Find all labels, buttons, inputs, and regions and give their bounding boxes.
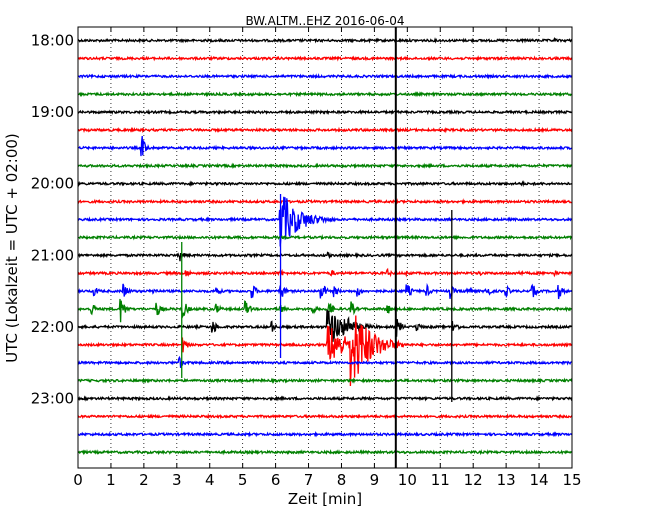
event-spikes xyxy=(181,27,453,468)
x-tick-label: 15 xyxy=(562,471,581,489)
trace-line xyxy=(77,108,573,116)
y-tick-label: 18:00 xyxy=(31,32,74,50)
trace-line xyxy=(77,196,573,247)
x-axis-ticks: 0 1 2 3 4 5 6 7 8 9 10 11 12 13 14 15 xyxy=(73,27,582,489)
trace-line xyxy=(77,162,573,169)
y-tick-label: 19:00 xyxy=(31,103,74,121)
x-tick-label: 2 xyxy=(139,471,149,489)
y-axis-label: UTC (Lokalzeit = UTC + 02:00) xyxy=(3,133,21,363)
trace-line xyxy=(77,233,572,241)
y-axis-ticks: 18:00 19:00 20:00 21:00 22:00 23:00 xyxy=(31,32,83,408)
trace-line xyxy=(77,55,573,62)
trace-line xyxy=(77,126,573,134)
x-tick-label: 0 xyxy=(73,471,83,489)
grid-lines xyxy=(110,27,540,468)
plot-frame xyxy=(77,26,573,469)
trace-line xyxy=(77,180,572,188)
trace-line xyxy=(77,395,573,402)
trace-line xyxy=(77,413,573,420)
trace-line xyxy=(77,198,572,205)
x-tick-label: 5 xyxy=(238,471,248,489)
trace-line xyxy=(77,251,573,262)
y-tick-label: 20:00 xyxy=(31,175,74,193)
x-tick-label: 4 xyxy=(205,471,215,489)
y-tick-label: 23:00 xyxy=(31,390,74,408)
trace-line xyxy=(77,298,573,323)
x-tick-label: 1 xyxy=(106,471,116,489)
y-tick-label: 22:00 xyxy=(31,318,74,336)
trace-line xyxy=(77,73,573,80)
trace-line xyxy=(77,377,573,384)
x-tick-label: 8 xyxy=(337,471,347,489)
trace-line xyxy=(77,315,573,387)
x-tick-label: 11 xyxy=(431,471,450,489)
x-tick-label: 13 xyxy=(497,471,516,489)
trace-line xyxy=(77,448,572,456)
x-tick-label: 9 xyxy=(370,471,380,489)
trace-line xyxy=(77,135,572,157)
y-tick-label: 21:00 xyxy=(31,246,74,264)
x-tick-label: 14 xyxy=(530,471,549,489)
x-tick-label: 7 xyxy=(304,471,314,489)
trace-line xyxy=(77,309,573,342)
x-tick-label: 10 xyxy=(398,471,417,489)
trace-line xyxy=(77,430,573,438)
x-tick-label: 3 xyxy=(172,471,182,489)
trace-line xyxy=(77,282,573,300)
trace-line xyxy=(77,36,573,44)
trace-line xyxy=(77,355,572,368)
trace-line xyxy=(77,91,573,98)
chart-title: BW.ALTM..EHZ 2016-06-04 xyxy=(245,14,404,28)
x-tick-label: 6 xyxy=(271,471,281,489)
x-axis-label: Zeit [min] xyxy=(288,490,362,508)
x-tick-label: 12 xyxy=(464,471,483,489)
trace-line xyxy=(77,267,573,278)
seismogram-traces xyxy=(77,36,573,456)
